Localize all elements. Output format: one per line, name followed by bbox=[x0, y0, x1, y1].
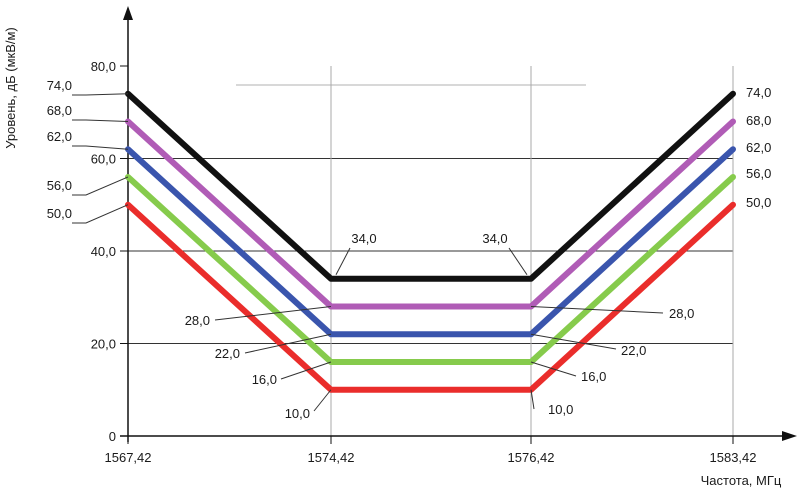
left-leader-line bbox=[72, 204, 129, 224]
x-tick-label: 1567,42 bbox=[105, 450, 152, 465]
inner-left-label: 16,0 bbox=[252, 372, 277, 387]
series-lines bbox=[125, 90, 736, 393]
inner-top-left-label: 34,0 bbox=[351, 231, 376, 246]
right-value-label: 50,0 bbox=[746, 195, 771, 210]
series-line-2 bbox=[125, 118, 736, 310]
value-labels: 74,0 68,0 62,0 56,0 50,0 74,0 68,0 62,0 56,0 50,0… bbox=[47, 78, 772, 421]
left-leader-line bbox=[72, 93, 129, 96]
y-tick-label: 40,0 bbox=[91, 244, 116, 259]
label-leader-lines bbox=[72, 93, 664, 412]
inner-left-leader bbox=[280, 361, 332, 380]
inner-left-label: 22,0 bbox=[215, 346, 240, 361]
x-axis-arrow bbox=[782, 431, 797, 441]
series-line-4 bbox=[125, 174, 736, 365]
left-leader-line bbox=[72, 119, 129, 122]
y-axis-arrow bbox=[123, 6, 133, 20]
y-tick-label: 80,0 bbox=[91, 59, 116, 74]
right-value-label: 62,0 bbox=[746, 140, 771, 155]
left-value-label: 62,0 bbox=[47, 129, 72, 144]
series-line-3 bbox=[125, 146, 736, 338]
inner-right-leader bbox=[530, 333, 617, 350]
x-tick-label: 1574,42 bbox=[308, 450, 355, 465]
inner-left-leader bbox=[214, 306, 332, 321]
y-tick-label: 60,0 bbox=[91, 152, 116, 167]
axes: 0 20,0 40,0 60,0 80,0 1567,42 1574,42 1576,42 15… bbox=[91, 6, 797, 465]
series-line-1 bbox=[125, 90, 736, 282]
left-value-label: 74,0 bbox=[47, 78, 72, 93]
inner-right-label: 22,0 bbox=[621, 343, 646, 358]
inner-right-leader bbox=[530, 306, 664, 314]
right-value-label: 74,0 bbox=[746, 85, 771, 100]
left-value-label: 50,0 bbox=[47, 206, 72, 221]
series-line-5 bbox=[125, 201, 736, 393]
left-leader-line bbox=[72, 176, 129, 196]
inner-top-left-leader bbox=[335, 247, 351, 275]
x-tick-label: 1576,42 bbox=[508, 450, 555, 465]
left-value-label: 56,0 bbox=[47, 178, 72, 193]
y-tick-label: 0 bbox=[109, 429, 116, 444]
inner-left-label: 28,0 bbox=[185, 313, 210, 328]
y-axis-title: Уровень, дБ (мкВ/м) bbox=[3, 27, 18, 149]
inner-right-label: 28,0 bbox=[669, 306, 694, 321]
inner-right-leader bbox=[530, 361, 577, 377]
right-value-label: 56,0 bbox=[746, 166, 771, 181]
x-tick-label: 1583,42 bbox=[710, 450, 757, 465]
inner-left-leader bbox=[244, 333, 332, 354]
inner-right-leader bbox=[530, 389, 535, 410]
inner-top-right-label: 34,0 bbox=[482, 231, 507, 246]
y-tick-label: 20,0 bbox=[91, 337, 116, 352]
right-value-label: 68,0 bbox=[746, 113, 771, 128]
x-axis-title: Частота, МГц bbox=[701, 473, 782, 488]
left-value-label: 68,0 bbox=[47, 103, 72, 118]
inner-left-label: 10,0 bbox=[285, 406, 310, 421]
inner-right-label: 16,0 bbox=[581, 369, 606, 384]
inner-top-right-leader bbox=[508, 247, 528, 276]
left-leader-line bbox=[72, 145, 129, 150]
grid-lines bbox=[128, 66, 734, 436]
inner-right-label: 10,0 bbox=[548, 402, 573, 417]
inner-left-leader bbox=[313, 389, 332, 412]
